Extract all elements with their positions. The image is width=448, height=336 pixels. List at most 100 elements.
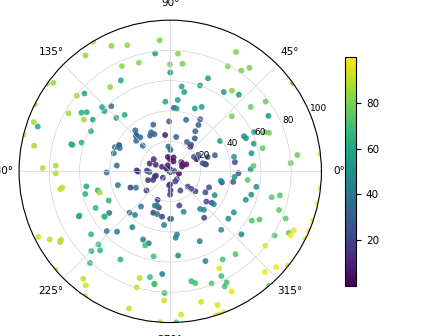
Point bbox=[166, 156, 173, 162]
Point bbox=[167, 169, 174, 174]
Point bbox=[146, 169, 153, 175]
Point bbox=[200, 207, 207, 212]
Point bbox=[289, 80, 297, 86]
Point bbox=[306, 228, 313, 234]
Point bbox=[167, 169, 174, 174]
Point bbox=[139, 143, 146, 149]
Point bbox=[96, 190, 103, 195]
Point bbox=[152, 173, 159, 178]
Point bbox=[94, 188, 101, 193]
Point bbox=[156, 320, 164, 325]
Point bbox=[20, 132, 27, 137]
Point bbox=[262, 243, 269, 248]
Point bbox=[166, 62, 173, 67]
Point bbox=[242, 197, 250, 203]
Point bbox=[111, 144, 118, 150]
Point bbox=[164, 163, 172, 168]
Point bbox=[167, 182, 174, 187]
Point bbox=[221, 284, 228, 289]
Point bbox=[181, 89, 188, 95]
Point bbox=[246, 65, 253, 71]
Point bbox=[143, 168, 151, 173]
Point bbox=[173, 176, 181, 182]
Point bbox=[206, 185, 213, 190]
Point bbox=[290, 227, 297, 233]
Point bbox=[142, 243, 149, 248]
Point bbox=[150, 122, 157, 127]
Point bbox=[250, 141, 257, 146]
Point bbox=[168, 216, 175, 221]
Point bbox=[52, 171, 60, 176]
Point bbox=[167, 169, 174, 174]
Point bbox=[192, 281, 199, 286]
Point bbox=[184, 184, 191, 189]
Point bbox=[101, 109, 108, 114]
Point bbox=[162, 132, 169, 138]
Point bbox=[170, 155, 177, 160]
Point bbox=[59, 185, 66, 190]
Point bbox=[118, 64, 125, 69]
Point bbox=[127, 185, 134, 190]
Point bbox=[134, 169, 142, 174]
Point bbox=[167, 169, 174, 174]
Point bbox=[154, 203, 161, 208]
Point bbox=[228, 289, 235, 294]
Point bbox=[216, 266, 223, 271]
Point bbox=[182, 117, 190, 123]
Point bbox=[177, 312, 185, 317]
Point bbox=[75, 214, 82, 219]
Point bbox=[231, 160, 238, 165]
Point bbox=[231, 174, 238, 179]
Point bbox=[138, 204, 145, 209]
Point bbox=[108, 103, 115, 109]
Point bbox=[248, 218, 255, 223]
Point bbox=[177, 188, 184, 193]
Point bbox=[235, 171, 242, 176]
Point bbox=[133, 133, 140, 138]
Point bbox=[43, 81, 51, 86]
Point bbox=[265, 130, 272, 135]
Point bbox=[202, 258, 209, 264]
Point bbox=[69, 142, 76, 148]
Point bbox=[124, 43, 131, 48]
Point bbox=[145, 241, 152, 246]
Point bbox=[217, 178, 224, 183]
Point bbox=[146, 275, 154, 280]
Point bbox=[105, 198, 112, 203]
Point bbox=[317, 185, 324, 191]
Point bbox=[154, 197, 161, 203]
Point bbox=[160, 298, 168, 303]
Point bbox=[133, 168, 140, 173]
Point bbox=[204, 154, 211, 160]
Point bbox=[317, 152, 324, 157]
Point bbox=[46, 237, 53, 242]
Point bbox=[95, 242, 102, 247]
Point bbox=[165, 144, 172, 149]
Point bbox=[73, 93, 81, 98]
Point bbox=[188, 279, 195, 284]
Point bbox=[52, 267, 59, 272]
Point bbox=[116, 142, 123, 148]
Point bbox=[82, 283, 89, 288]
Point bbox=[167, 169, 174, 174]
Point bbox=[287, 160, 294, 166]
Point bbox=[151, 51, 159, 56]
Point bbox=[229, 179, 237, 184]
Point bbox=[188, 142, 195, 148]
Point bbox=[183, 139, 190, 145]
Point bbox=[133, 132, 140, 138]
Point bbox=[230, 154, 237, 160]
Point bbox=[193, 156, 200, 162]
Point bbox=[80, 276, 87, 282]
Point bbox=[179, 61, 186, 67]
Point bbox=[170, 159, 177, 164]
Point bbox=[180, 209, 187, 214]
Point bbox=[30, 143, 38, 149]
Point bbox=[248, 151, 255, 156]
Point bbox=[52, 163, 59, 168]
Point bbox=[167, 169, 174, 174]
Point bbox=[117, 257, 124, 262]
Point bbox=[250, 129, 258, 135]
Point bbox=[151, 282, 158, 287]
Point bbox=[39, 165, 46, 171]
